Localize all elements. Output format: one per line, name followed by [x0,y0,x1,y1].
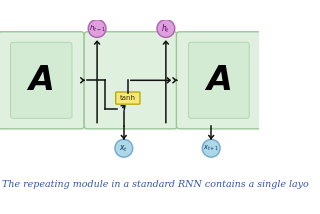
FancyBboxPatch shape [84,32,177,129]
Text: tanh: tanh [120,95,136,101]
Text: A: A [206,64,232,97]
FancyBboxPatch shape [116,92,140,104]
Text: The repeating module in a standard RNN contains a single layo: The repeating module in a standard RNN c… [2,180,308,189]
Text: $h_t$: $h_t$ [161,22,171,35]
FancyBboxPatch shape [0,32,84,129]
Text: $x_t$: $x_t$ [119,143,128,153]
Circle shape [202,139,220,157]
FancyBboxPatch shape [176,32,261,129]
FancyBboxPatch shape [11,42,72,118]
Text: $x_{t+1}$: $x_{t+1}$ [203,144,219,153]
Circle shape [115,139,133,157]
Circle shape [88,20,106,37]
FancyBboxPatch shape [188,42,249,118]
Text: A: A [28,64,54,97]
Text: $h_{t-1}$: $h_{t-1}$ [89,23,106,34]
Circle shape [157,20,175,37]
